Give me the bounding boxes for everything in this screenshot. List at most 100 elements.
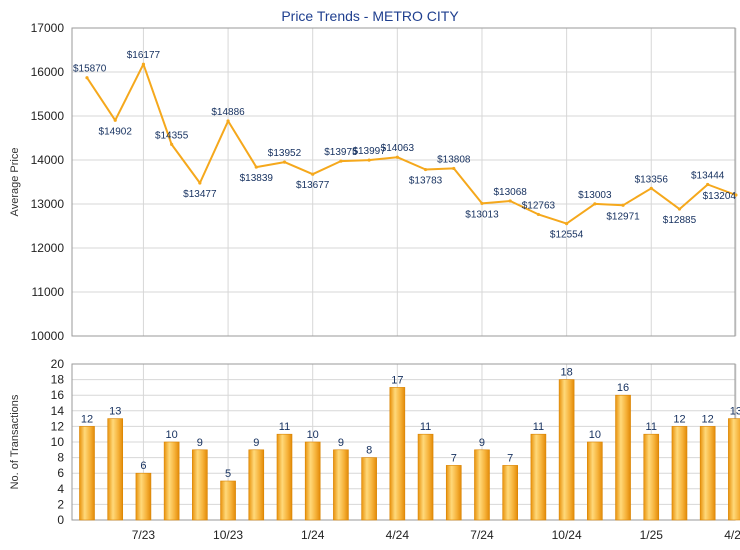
price-point-11	[395, 155, 399, 159]
tx-bar-15	[502, 465, 518, 521]
price-data-label-19: $12971	[606, 211, 640, 222]
price-y-tick-0: 10000	[31, 329, 65, 343]
price-data-label-16: $12763	[522, 200, 556, 211]
tx-data-label-21: 12	[673, 413, 685, 425]
tx-y-tick-10: 20	[51, 357, 65, 371]
tx-bar-6	[248, 449, 265, 521]
price-point-21	[677, 207, 682, 211]
price-y-axis-title: Average Price	[9, 148, 21, 217]
price-point-4	[198, 181, 202, 185]
price-y-tick-5: 15000	[31, 109, 65, 123]
tx-data-label-4: 9	[197, 437, 203, 449]
tx-bar-9	[333, 449, 349, 521]
price-data-label-13: $13808	[437, 154, 471, 165]
tx-bar-18	[587, 441, 603, 521]
price-point-1	[113, 118, 117, 122]
price-point-13	[452, 166, 456, 171]
price-point-7	[282, 160, 287, 164]
x-tick-label-5: 10/24	[552, 528, 582, 542]
tx-data-label-5: 5	[225, 468, 231, 480]
price-point-19	[621, 203, 625, 207]
tx-bar-21	[671, 426, 688, 521]
tx-data-label-6: 9	[253, 437, 259, 449]
price-data-label-4: $13477	[183, 189, 217, 200]
price-y-tick-6: 16000	[31, 65, 65, 79]
price-point-17	[565, 222, 569, 226]
tx-y-tick-2: 4	[57, 482, 64, 496]
x-tick-label-2: 1/24	[301, 528, 325, 542]
tx-bar-16	[530, 433, 547, 521]
tx-data-label-12: 11	[420, 421, 431, 433]
tx-data-label-19: 16	[617, 382, 629, 394]
tx-data-label-22: 12	[702, 413, 714, 425]
tx-bar-7	[276, 433, 293, 521]
price-data-label-10: $13997	[352, 146, 386, 157]
x-tick-label-1: 10/23	[213, 528, 243, 542]
price-data-label-2: $16177	[127, 50, 161, 61]
tx-data-label-23: 13	[730, 406, 740, 418]
tx-bar-5	[220, 480, 236, 521]
tx-bar-3	[163, 441, 180, 521]
price-y-tick-3: 13000	[31, 197, 65, 211]
tx-data-label-9: 9	[338, 437, 344, 449]
price-data-label-8: $13677	[296, 180, 330, 191]
price-data-label-5: $14886	[211, 107, 245, 118]
price-data-label-11: $14063	[381, 143, 415, 154]
tx-y-tick-8: 16	[51, 388, 65, 402]
price-y-tick-1: 11000	[32, 285, 65, 299]
price-point-16	[536, 212, 541, 217]
price-point-2	[141, 62, 146, 66]
tx-data-label-17: 18	[560, 367, 572, 379]
price-data-label-18: $13003	[578, 190, 612, 201]
tx-data-label-2: 6	[140, 460, 146, 472]
tx-bar-13	[445, 465, 462, 521]
price-data-label-0: $15870	[73, 64, 107, 75]
price-point-10	[367, 158, 371, 162]
price-data-label-17: $12554	[550, 230, 584, 241]
price-point-14	[480, 201, 484, 206]
price-data-label-22: $13444	[691, 170, 725, 181]
price-point-6	[254, 165, 258, 169]
tx-y-tick-0: 0	[57, 513, 64, 527]
tx-bar-17	[558, 379, 575, 521]
price-point-12	[423, 167, 428, 172]
price-point-3	[170, 142, 174, 146]
tx-bar-19	[615, 394, 631, 521]
tx-data-label-7: 11	[279, 421, 290, 433]
price-data-label-14: $13013	[465, 209, 499, 220]
price-point-9	[339, 159, 343, 163]
tx-data-label-10: 8	[366, 445, 372, 457]
price-data-label-20: $13356	[635, 174, 669, 185]
price-series-line	[86, 63, 737, 225]
tx-bar-4	[192, 449, 208, 521]
tx-y-tick-4: 8	[57, 451, 64, 465]
price-y-tick-7: 17000	[31, 21, 65, 35]
x-tick-label-4: 7/24	[470, 528, 494, 542]
price-y-tick-2: 12000	[31, 241, 65, 255]
tx-y-axis-title: No. of Transactions	[9, 394, 21, 489]
price-data-label-3: $14355	[155, 130, 189, 141]
tx-data-label-16: 11	[533, 421, 544, 433]
chart-title: Price Trends - METRO CITY	[281, 8, 459, 24]
x-tick-label-3: 4/24	[386, 528, 410, 542]
price-point-23	[734, 193, 738, 197]
tx-bar-11	[389, 387, 406, 521]
price-data-label-23: $13204	[703, 191, 737, 202]
tx-bar-8	[304, 441, 321, 521]
tx-bar-0	[79, 426, 95, 521]
x-tick-label-6: 1/25	[640, 528, 664, 542]
tx-bar-1	[107, 418, 124, 521]
x-tick-label-0: 7/23	[132, 528, 156, 542]
price-point-0	[85, 76, 89, 80]
tx-y-tick-1: 2	[57, 497, 64, 511]
tx-bar-12	[417, 433, 434, 521]
tx-bar-23	[728, 418, 740, 521]
tx-bar-20	[643, 433, 660, 521]
tx-y-tick-3: 6	[57, 466, 64, 480]
tx-y-tick-6: 12	[51, 419, 65, 433]
price-point-15	[508, 199, 512, 203]
price-point-8	[311, 172, 315, 176]
tx-data-label-1: 13	[109, 406, 121, 418]
price-point-18	[593, 202, 597, 206]
